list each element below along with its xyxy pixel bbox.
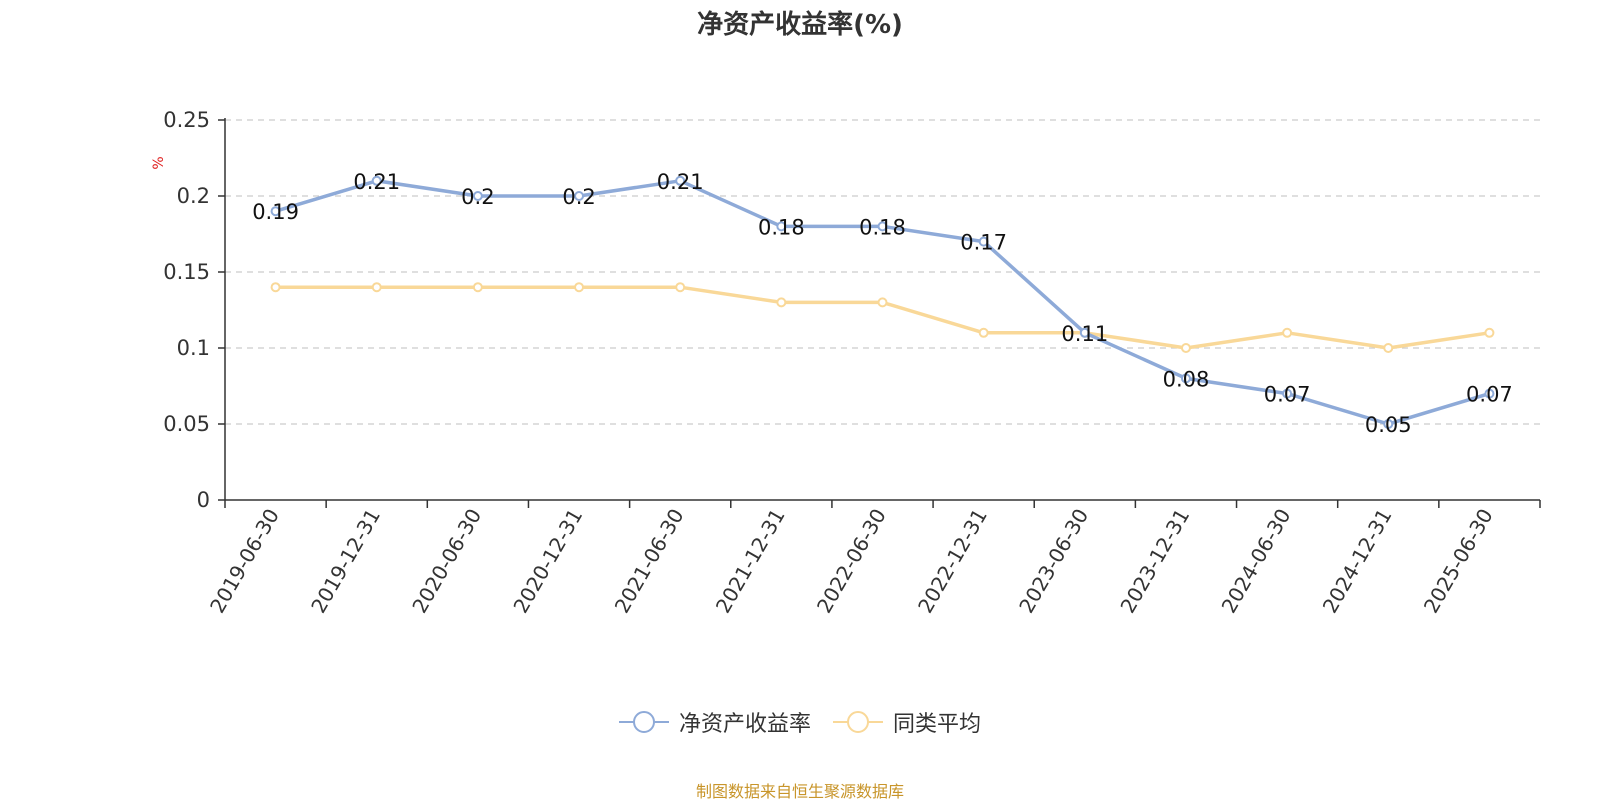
data-point-roe [574,191,585,201]
data-point-peer-average [574,282,585,293]
x-tick-label: 2023-06-30 [1014,505,1093,618]
data-point-peer-average [371,282,382,293]
data-label-roe: 0.08 [1163,367,1210,391]
data-point-roe [877,221,888,232]
data-label-roe: 0.21 [657,170,704,194]
x-tick-label: 2021-06-30 [610,505,689,618]
data-point-roe [776,221,787,232]
legend-marker-roe [618,711,669,733]
data-source-note: 制图数据来自恒生聚源数据库 [695,782,904,801]
data-label-roe: 0.21 [353,170,400,194]
data-point-peer-average [1180,343,1191,353]
data-point-roe [1484,388,1495,399]
y-tick-label: 0.25 [163,108,210,132]
data-point-roe [472,191,483,201]
data-point-roe [978,236,989,247]
data-point-peer-average [270,282,281,293]
data-label-roe: 0.07 [1466,383,1513,407]
data-label-roe: 0.07 [1264,383,1311,407]
data-point-roe [1383,419,1394,429]
y-tick-label: 0 [197,488,210,512]
data-label-roe: 0.18 [859,215,906,239]
chart-title: 净资产收益率(%) [697,10,903,40]
y-tick-label: 0.15 [163,260,210,284]
series-lines [270,175,1495,429]
data-point-roe [371,175,382,186]
data-labels: 0.19 0.21 0.2 0.2 0.21 0.18 0.18 0.17 0.11 0.08 0.… [252,170,1513,437]
data-label-roe: 0.2 [562,185,595,209]
data-point-peer-average [1383,343,1394,353]
data-label-roe: 0.05 [1365,413,1412,437]
data-point-roe [1079,327,1090,338]
data-label-roe: 0.18 [758,215,805,239]
y-axis-unit-label: % [151,156,167,169]
x-tick-label: 2020-06-30 [407,505,486,618]
data-point-peer-average [877,297,888,308]
data-point-peer-average [675,282,686,293]
x-tick-label: 2019-06-30 [205,505,284,618]
legend: 净资产收益率 同类平均 [0,706,1600,738]
data-point-peer-average [1282,327,1293,338]
x-tick-label: 2019-12-31 [306,505,385,618]
legend-label-peer-average: 同类平均 [893,712,982,737]
data-point-peer-average [978,327,989,338]
data-label-roe: 0.11 [1061,322,1108,346]
data-point-roe [1282,388,1293,399]
x-tick-label: 2022-12-31 [913,504,992,617]
x-tick-label: 2020-12-31 [508,505,587,618]
series-line-peer-average [275,285,1490,350]
data-point-peer-average [1484,327,1495,338]
x-tick-label: 2023-12-31 [1115,505,1194,618]
legend-item-peer-average[interactable]: 同类平均 [833,706,981,738]
data-point-roe [270,206,281,217]
y-tick-label: 0.1 [177,336,210,360]
grid-lines [225,119,1540,425]
data-label-roe: 0.19 [252,200,299,224]
data-point-peer-average [472,282,483,293]
x-tick-label: 2024-06-30 [1217,505,1296,618]
x-tick-label: 2024-12-31 [1318,505,1397,618]
legend-label-roe: 净资产收益率 [678,712,811,737]
data-point-roe [1180,373,1191,384]
x-tick-label: 2021-12-31 [711,505,790,618]
data-label-roe: 0.17 [960,231,1007,255]
data-point-peer-average [776,297,787,308]
data-point-roe [675,175,686,186]
data-label-roe: 0.2 [461,185,494,209]
x-tick-label: 2022-06-30 [812,505,891,618]
legend-item-roe[interactable]: 净资产收益率 [618,706,811,738]
y-tick-label: 0.05 [163,412,210,436]
x-tick-label: 2025-06-30 [1419,505,1498,618]
legend-marker-peer-average [833,711,883,733]
y-tick-label: 0.2 [177,184,210,208]
